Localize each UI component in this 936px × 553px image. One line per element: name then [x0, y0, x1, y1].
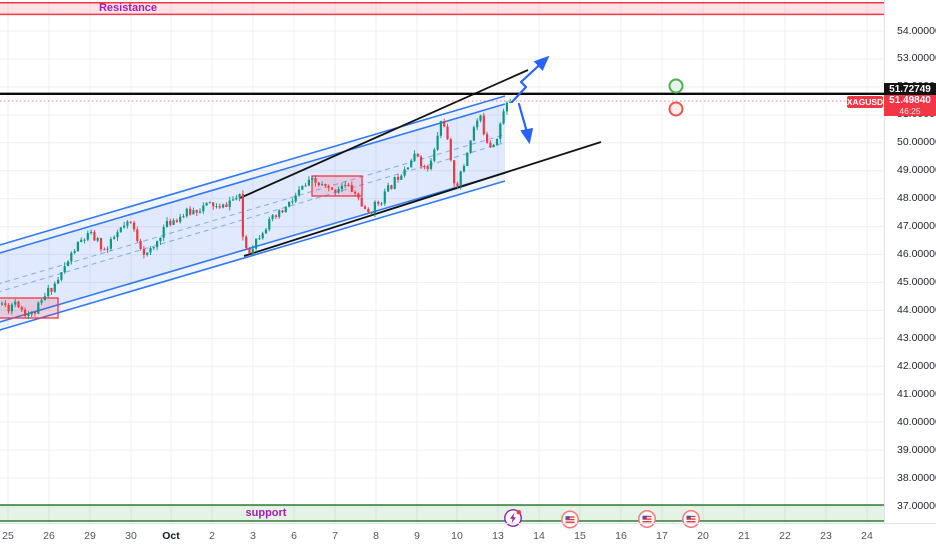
price-axis-separator: [884, 0, 885, 523]
green-circle-icon: [668, 78, 684, 94]
price-tick-label: 46.00000: [897, 248, 936, 261]
time-tick-label: 3: [250, 530, 256, 542]
price-tick-label: 37.00000: [897, 499, 936, 512]
arrow-down-icon: [517, 102, 534, 145]
time-tick-label: Oct: [162, 530, 180, 542]
time-tick-label: 22: [779, 530, 791, 542]
price-tick-label: 49.00000: [897, 164, 936, 177]
time-tick-label: 17: [656, 530, 668, 542]
resistance-zone[interactable]: [0, 2, 884, 16]
economic-event-lightning-icon[interactable]: [504, 509, 522, 527]
resistance-zone-label: Resistance: [98, 2, 158, 14]
price-tick-label: 45.00000: [897, 275, 936, 288]
signal-circles[interactable]: [668, 78, 684, 117]
price-tick-label: 44.00000: [897, 303, 936, 316]
time-tick-label: 10: [451, 530, 463, 542]
price-tick-label: 53.00000: [897, 52, 936, 65]
gridlines: [0, 0, 884, 523]
price-tick-label: 40.00000: [897, 415, 936, 428]
price-tick-label: 39.00000: [897, 443, 936, 456]
ascending-channel-drawing[interactable]: [0, 95, 506, 334]
time-tick-label: 30: [125, 530, 137, 542]
time-tick-label: 20: [697, 530, 709, 542]
price-tick-label: 48.00000: [897, 192, 936, 205]
time-tick-label: 2: [209, 530, 215, 542]
time-tick-label: 7: [332, 530, 338, 542]
time-axis-separator: [0, 523, 936, 524]
arrow-up-icon: [510, 55, 550, 104]
time-tick-label: 8: [373, 530, 379, 542]
price-tick-label: 42.00000: [897, 359, 936, 372]
resistance-price-tag: 51.72749: [884, 83, 936, 95]
last-price-value: 51.49840: [889, 94, 931, 106]
time-tick-label: 23: [820, 530, 832, 542]
consolidation-box-drawings[interactable]: [0, 175, 363, 319]
support-zone[interactable]: [0, 504, 884, 522]
candlestick-series: [0, 98, 512, 320]
red-circle-icon: [668, 101, 684, 117]
symbol-tag: XAGUSD: [846, 95, 884, 108]
time-tick-label: 6: [291, 530, 297, 542]
time-tick-label: 14: [533, 530, 545, 542]
time-tick-label: 24: [861, 530, 873, 542]
price-axis[interactable]: 54.0000053.0000052.0000051.0000050.00000…: [884, 0, 936, 523]
support-zone-label: support: [245, 506, 287, 519]
time-tick-label: 29: [84, 530, 96, 542]
price-tick-label: 38.00000: [897, 471, 936, 484]
time-tick-label: 15: [574, 530, 586, 542]
time-axis[interactable]: 25 26 29 30 Oct 2 3 6 7 8 9 10 13 14 15 16 17 20 21 22 23 24: [0, 523, 936, 553]
projection-arrows[interactable]: [510, 55, 550, 145]
last-price-tag: 51.49840 46:25: [884, 95, 936, 116]
price-tick-label: 41.00000: [897, 387, 936, 400]
time-tick-label: 13: [492, 530, 504, 542]
time-tick-label: 21: [738, 530, 750, 542]
time-tick-label: 25: [2, 530, 14, 542]
time-tick-label: 16: [615, 530, 627, 542]
time-tick-label: 9: [414, 530, 420, 542]
rising-wedge-trendlines[interactable]: [239, 69, 602, 257]
price-tick-label: 54.00000: [897, 24, 936, 37]
time-tick-label: 26: [43, 530, 55, 542]
price-tick-label: 43.00000: [897, 331, 936, 344]
bar-countdown: 46:25: [899, 105, 921, 116]
price-tick-label: 47.00000: [897, 220, 936, 233]
price-tick-label: 50.00000: [897, 136, 936, 149]
